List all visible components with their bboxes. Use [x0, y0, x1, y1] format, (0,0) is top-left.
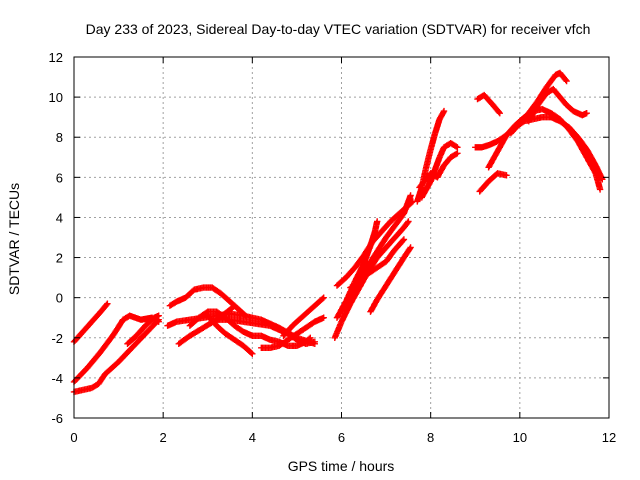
data-point-markers [124, 312, 162, 347]
y-tick-label: 2 [56, 251, 63, 266]
data-point-markers [472, 114, 606, 183]
x-tick-label: 0 [70, 430, 77, 445]
data-point-markers [175, 302, 238, 347]
series-arc-09 [204, 312, 256, 357]
x-tick-label: 4 [249, 430, 256, 445]
data-point-markers [525, 85, 590, 125]
y-tick-label: 10 [49, 90, 63, 105]
series-arc-23 [474, 91, 503, 117]
y-tick-label: -4 [51, 371, 63, 386]
x-tick-label: 8 [427, 430, 434, 445]
x-tick-label: 2 [160, 430, 167, 445]
series-arc-16 [338, 192, 414, 313]
x-axis-title: GPS time / hours [288, 458, 395, 474]
data-point-markers [70, 300, 111, 345]
series-arc-07 [175, 302, 238, 347]
series-arc-27 [525, 85, 590, 125]
data-point-markers [416, 150, 461, 191]
data-layer [70, 69, 606, 396]
series-arc-22 [472, 114, 606, 183]
x-tick-label: 6 [338, 430, 345, 445]
y-tick-label: 8 [56, 130, 63, 145]
y-tick-label: -6 [51, 411, 63, 426]
data-point-markers [476, 170, 510, 195]
x-tick-label: 10 [513, 430, 527, 445]
axis-ticks: 0 2 4 6 8 10 12 -6 -4 -2 0 2 4 6 8 10 12 [49, 50, 617, 445]
chart-title: Day 233 of 2023, Sidereal Day-to-day VTE… [86, 21, 591, 37]
y-tick-label: 12 [49, 50, 63, 65]
x-tick-label: 12 [602, 430, 616, 445]
data-point-markers [258, 314, 327, 351]
y-tick-label: 6 [56, 170, 63, 185]
series-arc-18 [367, 244, 414, 315]
y-tick-label: -2 [51, 331, 63, 346]
series-arc-17 [347, 236, 408, 291]
series-arc-01 [70, 300, 111, 345]
series-arc-11 [258, 314, 327, 351]
data-point-markers [280, 294, 327, 339]
y-tick-label: 4 [56, 210, 63, 225]
grid [74, 57, 609, 418]
data-point-markers [474, 91, 503, 117]
series-arc-24 [476, 170, 510, 195]
data-point-markers [347, 236, 408, 291]
data-point-markers [204, 312, 256, 357]
data-point-markers [166, 284, 249, 319]
y-tick-label: 0 [56, 291, 63, 306]
data-point-markers [367, 244, 414, 315]
series-arc-05 [166, 284, 249, 319]
data-point-markers [338, 192, 414, 313]
series-arc-04 [124, 312, 162, 347]
y-axis-title: SDTVAR / TECUs [6, 183, 22, 295]
series-arc-12 [280, 294, 327, 339]
series-arc-21 [416, 150, 461, 191]
